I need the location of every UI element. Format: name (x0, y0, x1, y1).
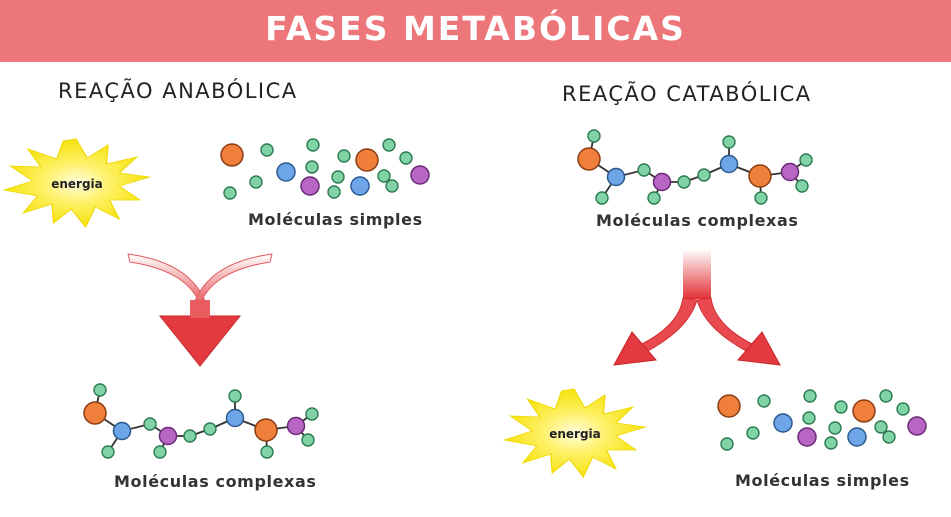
energy-label-catabolic: energia (549, 427, 601, 441)
converging-arrow (127, 253, 273, 367)
complex-molecules-caption-anabolic: Moléculas complexas (114, 472, 317, 491)
complex-molecules-caption-catabolic: Moléculas complexas (596, 211, 799, 230)
simple-molecules-caption-anabolic: Moléculas simples (248, 210, 423, 229)
simple-molecules-catabolic (717, 389, 927, 451)
simple-molecules-caption-catabolic: Moléculas simples (735, 471, 910, 490)
anabolic-heading: REAÇÃO ANABÓLICA (58, 79, 298, 103)
title-banner (0, 0, 951, 62)
simple-molecules-anabolic (220, 138, 430, 200)
complex-molecule-catabolic (577, 129, 813, 205)
complex-molecule-anabolic (83, 383, 319, 459)
catabolic-heading: REAÇÃO CATABÓLICA (562, 82, 812, 106)
diverging-arrow (613, 249, 781, 366)
energy-label-anabolic: energia (51, 177, 103, 191)
page-title: FASES METABÓLICAS (265, 9, 686, 48)
